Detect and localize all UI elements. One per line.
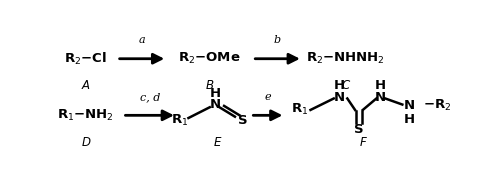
Text: e: e bbox=[264, 92, 271, 102]
Text: R$_1$: R$_1$ bbox=[171, 113, 188, 128]
Text: R$_2$−OMe: R$_2$−OMe bbox=[178, 51, 241, 66]
Text: F: F bbox=[360, 136, 366, 149]
Text: N: N bbox=[210, 98, 221, 111]
Text: H: H bbox=[374, 79, 386, 92]
Text: S: S bbox=[354, 123, 364, 136]
Text: A: A bbox=[82, 79, 90, 92]
Text: c, d: c, d bbox=[140, 92, 160, 102]
Text: b: b bbox=[274, 35, 281, 45]
Text: H: H bbox=[334, 79, 345, 92]
Text: N: N bbox=[334, 91, 345, 104]
Text: C: C bbox=[341, 79, 349, 92]
Text: R$_2$−NHNH$_2$: R$_2$−NHNH$_2$ bbox=[306, 51, 384, 66]
Text: B: B bbox=[206, 79, 214, 92]
Text: R$_1$: R$_1$ bbox=[291, 102, 308, 117]
Text: E: E bbox=[214, 136, 221, 149]
Text: N: N bbox=[404, 99, 414, 112]
Text: R$_1$−NH$_2$: R$_1$−NH$_2$ bbox=[58, 108, 114, 123]
Text: S: S bbox=[238, 114, 248, 127]
Text: H: H bbox=[210, 87, 221, 100]
Text: D: D bbox=[81, 136, 90, 149]
Text: N: N bbox=[374, 91, 386, 104]
Text: R$_2$−Cl: R$_2$−Cl bbox=[64, 51, 107, 67]
Text: −R$_2$: −R$_2$ bbox=[423, 98, 451, 113]
Text: a: a bbox=[138, 35, 145, 45]
Text: H: H bbox=[404, 113, 414, 126]
